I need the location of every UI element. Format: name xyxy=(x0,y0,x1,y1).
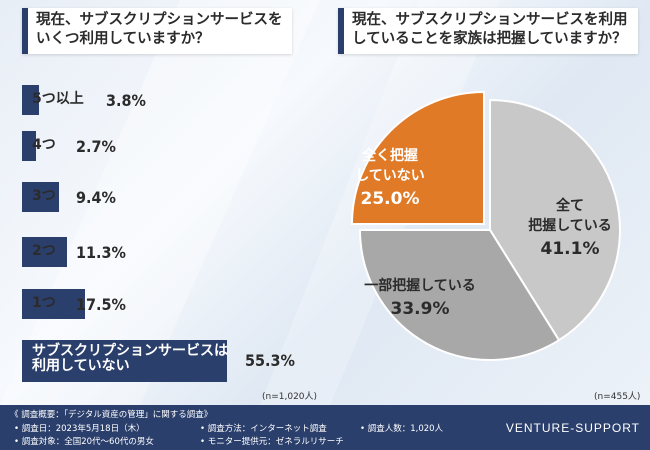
survey-target: • 調査対象：全国20代〜60代の男女 xyxy=(14,437,154,447)
pie-value-label: 41.1% xyxy=(541,239,600,259)
right-sample-size: (n=455人) xyxy=(594,392,641,402)
bar-value-label: 55.3% xyxy=(245,351,295,370)
bar-5 xyxy=(22,340,227,382)
bar-0 xyxy=(22,85,39,115)
bar-category-label: 5つ以上 xyxy=(32,91,84,107)
pie-value-label: 33.9% xyxy=(391,299,450,319)
bar-2 xyxy=(22,182,59,212)
survey-footer: 《 調査概要：「デジタル資産の管理」に関する調査》 • 調査日：2023年5月1… xyxy=(0,405,650,450)
bar-category-label: 2つ xyxy=(32,243,56,259)
brand-logo: VENTURE-SUPPORT xyxy=(505,421,640,435)
left-question-box: 現在、サブスクリプションサービスを いくつ利用していますか？ xyxy=(22,8,292,54)
right-question-box: 現在、サブスクリプションサービスを利用 していることを家族は把握していますか？ xyxy=(338,8,638,54)
left-sample-size: (n=1,020人) xyxy=(262,392,318,402)
pie-category-label: 全く把握 xyxy=(361,147,418,164)
pie-slice-1 xyxy=(358,229,561,361)
bar-value-label: 17.5% xyxy=(76,295,126,314)
bar-value-label: 3.8% xyxy=(106,91,146,110)
bar-4 xyxy=(22,289,85,319)
bar-1 xyxy=(22,131,36,161)
pie-category-label: 一部把握している xyxy=(364,277,476,294)
pie-value-label: 25.0% xyxy=(361,189,420,209)
bar-category-label: 1つ xyxy=(32,295,56,311)
survey-date: • 調査日：2023年5月18日（木） xyxy=(14,424,145,434)
pie-slice-2 xyxy=(350,90,485,225)
survey-monitor: • モニター提供元：ゼネラルリサーチ xyxy=(200,437,344,447)
survey-method: • 調査方法：インターネット調査 xyxy=(200,424,327,434)
bar-category-label: 3つ xyxy=(32,188,56,204)
survey-title: 《 調査概要：「デジタル資産の管理」に関する調査》 xyxy=(10,410,213,420)
survey-count: • 調査人数：1,020人 xyxy=(360,424,444,434)
pie-category-label: 全て xyxy=(555,197,584,214)
bar-3 xyxy=(22,237,67,267)
bar-value-label: 11.3% xyxy=(76,243,126,262)
bar-category-label: 4つ xyxy=(32,137,56,153)
bar-category-label: サブスクリプションサービスは 利用していない xyxy=(32,343,228,374)
pie-category-label: 把握している xyxy=(528,217,612,234)
bar-value-label: 9.4% xyxy=(76,188,116,207)
pie-category-label: していない xyxy=(355,168,425,184)
bar-value-label: 2.7% xyxy=(76,137,116,156)
